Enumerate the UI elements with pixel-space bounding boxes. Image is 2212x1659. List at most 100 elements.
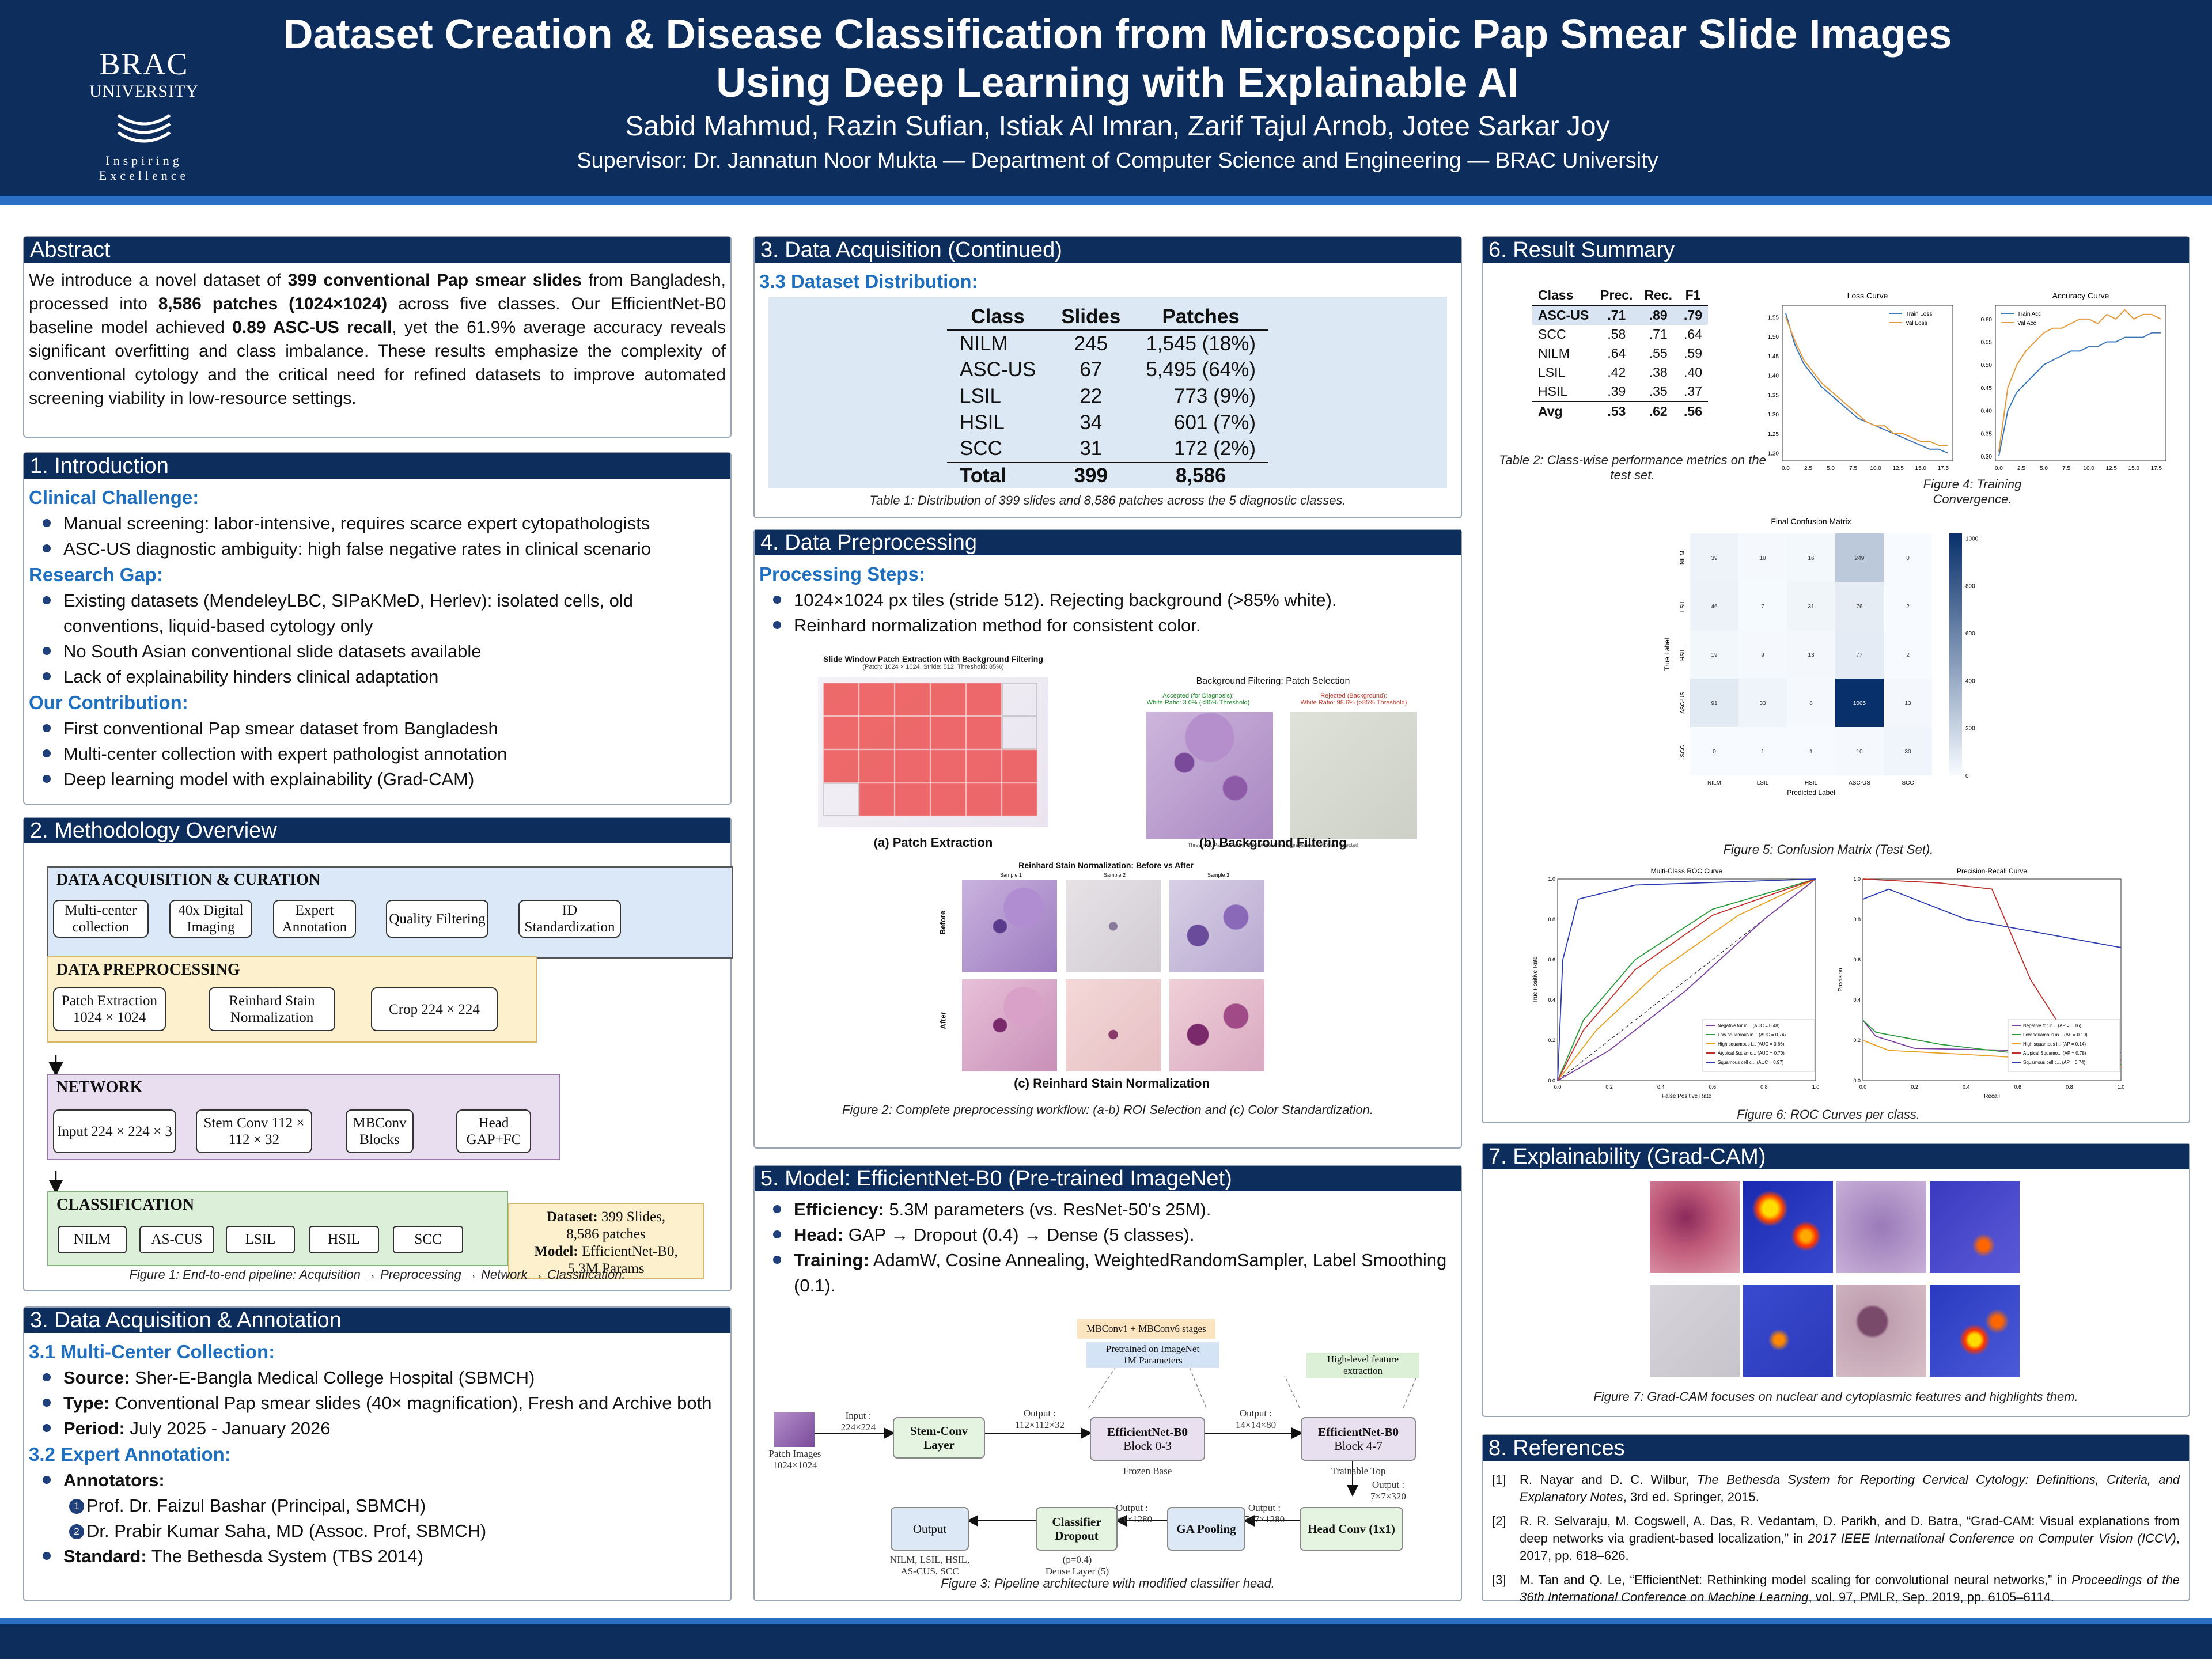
cm-cell (1835, 727, 1884, 775)
list-item: Type: Conventional Pap smear slides (40×… (29, 1391, 726, 1416)
table-cell: NILM (959, 332, 1008, 355)
series-line (1785, 313, 1948, 454)
y-tick: 0.45 (1981, 385, 1993, 392)
list-item: Head: GAP → Dropout (0.4) → Dense (5 cla… (759, 1222, 1456, 1248)
patch-cell (966, 683, 1002, 716)
cm-value: 76 (1856, 604, 1863, 610)
list-item: Reinhard normalization method for consis… (759, 613, 1456, 638)
cm-value: 39 (1711, 555, 1718, 562)
section-heading: 3. Data Acquisition (Continued) (755, 237, 1461, 263)
section-heading: Abstract (24, 237, 730, 263)
class-scc: SCC (393, 1226, 463, 1253)
cm-value: 91 (1711, 700, 1718, 707)
figure-caption: Figure 7: Grad-CAM focuses on nuclear an… (1593, 1389, 2078, 1404)
list-item: Period: July 2025 - January 2026 (29, 1416, 726, 1441)
subheading: Clinical Challenge: (29, 487, 199, 508)
y-tick: 0.4 (1853, 997, 1861, 1003)
x-tick: 0.8 (1760, 1084, 1768, 1090)
x-tick: HSIL (1805, 780, 1818, 786)
patch-cell (930, 683, 966, 716)
group-label: NETWORK (56, 1078, 143, 1096)
efficientnet-block-4-7: EfficientNet-B0 Block 4-7 (1301, 1417, 1416, 1461)
x-tick: 0.0 (1554, 1084, 1562, 1090)
cm-cell (1884, 679, 1932, 727)
cm-cell (1690, 533, 1738, 582)
section-heading: 5. Model: EfficientNet-B0 (Pre-trained I… (755, 1166, 1461, 1191)
table-cell: HSIL (959, 411, 1005, 434)
table-cell: 773 (9%) (1173, 384, 1256, 407)
patch-cell (966, 716, 1002, 749)
cm-cell (1690, 630, 1738, 679)
list-item: Existing datasets (MendeleyLBC, SIPaKMeD… (29, 588, 726, 639)
gradcam-image (1650, 1285, 1740, 1377)
cm-cell (1787, 533, 1835, 582)
figure-caption: Figure 4: Training Convergence. (1923, 477, 2022, 506)
table-cell: NILM (1538, 346, 1570, 361)
y-tick: 0.6 (1548, 957, 1555, 963)
cm-cell (1884, 630, 1932, 679)
cm-value: 9 (1761, 652, 1764, 658)
x-tick: 17.5 (1938, 465, 1949, 472)
section-heading: 4. Data Preprocessing (755, 530, 1461, 555)
logo-tagline: Inspiring Excellence (99, 153, 190, 183)
legend-label: Val Loss (1906, 320, 1927, 327)
section-heading: 7. Explainability (Grad-CAM) (1483, 1144, 2189, 1169)
table-cell: 31 (1080, 437, 1103, 460)
section-heading: 3. Data Acquisition & Annotation (24, 1308, 730, 1333)
class-hsil: HSIL (309, 1226, 379, 1253)
chart-title: Final Confusion Matrix (1771, 517, 1851, 526)
dataset-table-panel: Class Slides Patches NILM 245 1,545 (18%) ASC… (768, 297, 1447, 488)
table-cell: .64 (1684, 327, 1703, 342)
patch-cell (895, 783, 930, 816)
patch-cell (1002, 783, 1037, 816)
colorbar-tick: 200 (1965, 726, 1975, 732)
cm-cell (1884, 727, 1932, 775)
x-tick: 0.4 (1657, 1084, 1665, 1090)
x-tick: 0.8 (2066, 1084, 2073, 1090)
y-tick: 1.0 (1548, 876, 1555, 882)
legend-label: Low squamous in... (AUC = 0.74) (1718, 1032, 1786, 1037)
cm-value: 16 (1808, 555, 1815, 562)
x-tick: 5.0 (2040, 465, 2048, 472)
table-cell: LSIL (959, 384, 1001, 407)
gradcam-image (1743, 1285, 1833, 1377)
patch-cell (823, 783, 859, 816)
list-item: First conventional Pap smear dataset fro… (29, 716, 726, 741)
cm-cell (1690, 679, 1738, 727)
table-cell: SCC (959, 437, 1002, 460)
gradcam-image (1836, 1181, 1926, 1273)
pretrained-label: Pretrained on ImageNet 1M Parameters (1086, 1342, 1219, 1368)
patch-cell (930, 716, 966, 749)
cm-cell (1787, 630, 1835, 679)
x-tick: 10.0 (1870, 465, 1881, 472)
cm-cell (1835, 630, 1884, 679)
sample-label: Sample 3 (1207, 872, 1230, 878)
legend-label: Squamous cell c... (AUC = 0.97) (1718, 1060, 1784, 1065)
patch-cell (823, 683, 859, 716)
cm-value: 1005 (1853, 700, 1866, 707)
table-cell: .59 (1684, 346, 1703, 361)
node-input: Input 224 × 224 × 3 (53, 1109, 176, 1153)
references-section: 8. References [1] R. Nayar and D. C. Wilb… (1482, 1434, 2190, 1604)
y-tick: 0.50 (1981, 362, 1993, 369)
table-cell: SCC (1538, 327, 1566, 342)
roc-curve-chart: Multi-Class ROC Curve 0.00.0 0.2 0.2 0.4 0.4 0… (1532, 867, 1819, 1100)
patch-cell (859, 749, 895, 783)
y-tick: NILM (1680, 551, 1686, 565)
node-crop: Crop 224 × 224 (371, 987, 498, 1031)
x-axis-label: False Positive Rate (1662, 1093, 1712, 1100)
feature-label: High-level feature extraction (1306, 1353, 1419, 1378)
preprocessing-section: 4. Data Preprocessing Processing Steps: … (753, 529, 1462, 1149)
colorbar (1949, 533, 1962, 775)
curve (1557, 878, 1816, 1081)
threshold-note: Threshold: Patches with >85% White Pixel… (1187, 842, 1359, 848)
output-label: Output :1×1×1280 (1111, 1502, 1153, 1525)
cm-value: 31 (1808, 604, 1815, 610)
patch-images-label: Patch Images 1024×1024 (768, 1448, 821, 1471)
table-caption: Table 1: Distribution of 399 slides and … (869, 493, 1346, 507)
subfigure-label: (a) Patch Extraction (873, 835, 993, 850)
group-label: DATA ACQUISITION & CURATION (56, 871, 321, 889)
cm-cell (1738, 582, 1787, 630)
row-label: After (938, 1012, 948, 1029)
x-tick: 15.0 (2128, 465, 2140, 472)
